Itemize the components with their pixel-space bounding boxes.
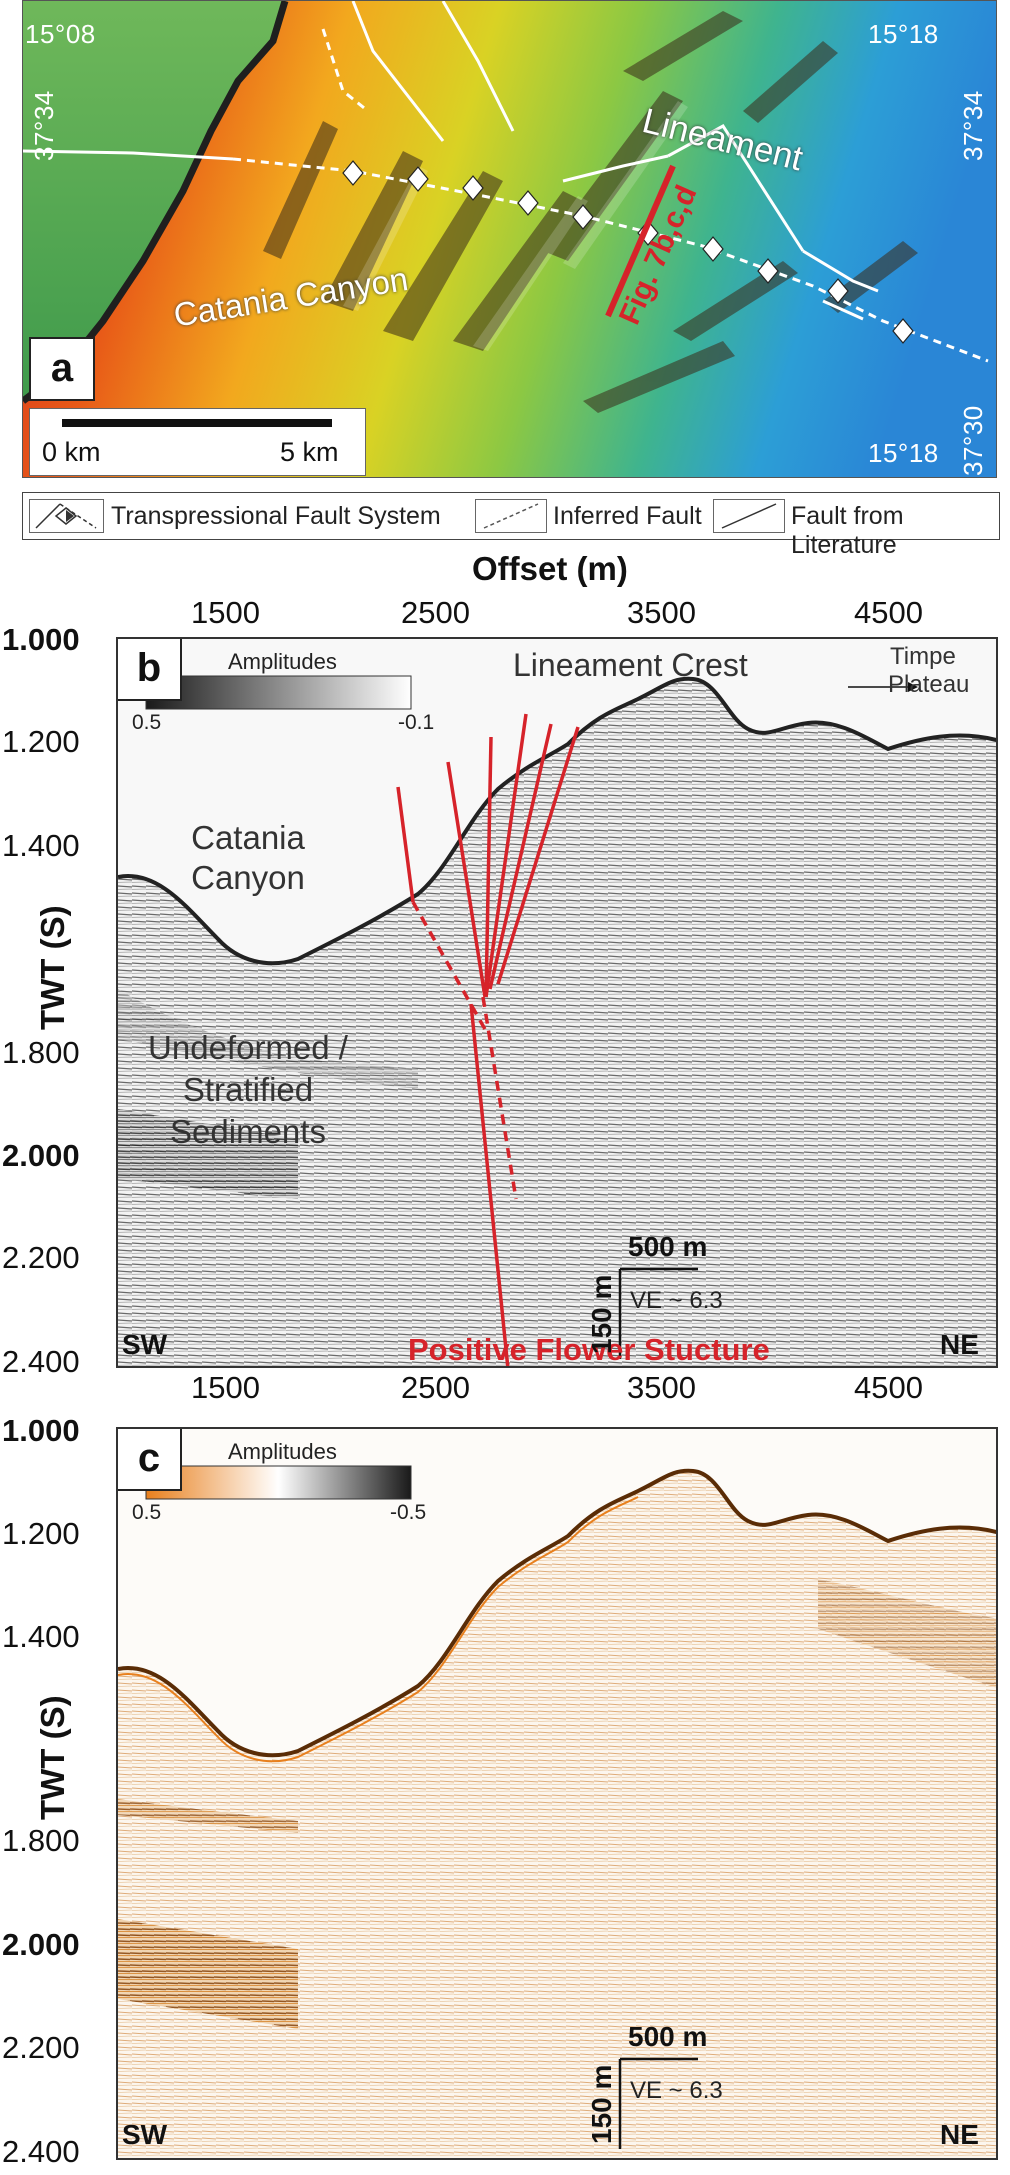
b-x-tick-1500: 1500 [191,595,260,630]
c-y-tick-2200: 2.200 [2,2030,80,2065]
seismic-section-b: b Amplitudes 0.5 -0.1 Lineament Crest Ti… [116,637,998,1368]
b-y-tick-1000: 1.000 [2,622,80,657]
c-colorbar-title: Amplitudes [228,1439,337,1464]
legend-item-literature: Fault from Literature [791,502,904,559]
legend-item-transpressional: Transpressional Fault System [111,502,441,530]
legend-item-inferred: Inferred Fault [553,502,702,530]
b-y-tick-1800: 1.800 [2,1035,80,1070]
inferred-fault-symbol [475,499,547,533]
offset-axis-title: Offset (m) [472,550,628,587]
b-x-tick-2500: 2500 [401,595,470,630]
sediments-label: Sediments [170,1113,326,1150]
c-y-tick-1200: 1.200 [2,1516,80,1551]
panel-a-letter: a [29,337,95,401]
timpe-label: Timpe [890,643,956,670]
b-scale-h-label: 500 m [628,1231,708,1262]
map-legend: Transpressional Fault System Inferred Fa… [22,492,1000,559]
c-x-tick-3500: 3500 [627,1370,696,1405]
b-sw-label: SW [122,1329,168,1360]
b-x-tick-4500: 4500 [854,595,923,630]
c-colorbar-max: -0.5 [390,1501,427,1524]
coord-top-right-lon: 15°18 [868,19,939,49]
coord-bottom-right-lon: 15°18 [868,438,939,468]
bathymetry-map: 15°08 37°34 15°18 37°34 15°18 37°30 Cata… [22,0,997,478]
b-y-tick-2400: 2.400 [2,1344,80,1379]
literature-fault-symbol [713,499,785,533]
c-colorbar-min: 0.5 [132,1501,162,1524]
b-y-tick-2000: 2.000 [2,1138,80,1173]
c-y-tick-1400: 1.400 [2,1619,80,1654]
c-y-axis-title: TWT (S) [34,1695,71,1820]
c-y-tick-1000: 1.000 [2,1413,80,1448]
c-y-tick-1800: 1.800 [2,1823,80,1858]
b-y-axis-title: TWT (S) [34,905,71,1030]
stratified-label: Stratified [182,1071,314,1108]
c-x-tick-2500: 2500 [401,1370,470,1405]
transpressional-fault-symbol [29,499,104,533]
c-y-tick-2000: 2.000 [2,1927,80,1962]
b-x-tick-3500: 3500 [627,595,696,630]
seismic-c-image [118,1429,996,2158]
b-ve-label: VE ~ 6.3 [630,1287,723,1314]
coord-top-left-lon: 15°08 [25,19,96,49]
c-scale-v-label: 150 m [586,2064,617,2144]
map-relief [23,1,996,477]
b-colorbar-max: -0.1 [398,711,435,734]
c-scale-h-label: 500 m [628,2021,708,2052]
scale-start-label: 0 km [42,437,101,467]
seismic-section-c: c Amplitudes 0.5 -0.5 SW NE 500 m 150 m … [116,1427,998,2160]
panel-b-letter: b [118,639,182,701]
b-y-tick-2200: 2.200 [2,1240,80,1275]
c-x-tick-4500: 4500 [854,1370,923,1405]
plateau-label: Plateau [888,671,970,698]
b-y-tick-1200: 1.200 [2,724,80,759]
b-colorbar-min: 0.5 [132,711,162,734]
scale-end-label: 5 km [280,437,339,467]
undeformed-label: Undeformed / [148,1029,348,1066]
c-sw-label: SW [122,2119,168,2150]
fault-lines [396,713,580,1366]
c-x-tick-1500: 1500 [191,1370,260,1405]
coord-top-left-lat: 37°34 [29,90,59,161]
c-ve-label: VE ~ 6.3 [630,2077,723,2104]
lineament-crest-label: Lineament Crest [513,647,748,683]
scale-bar-line [62,419,332,427]
b-colorbar-title: Amplitudes [228,649,337,674]
panel-c-letter: c [118,1429,182,1491]
c-y-tick-2400: 2.400 [2,2134,80,2169]
catania-label: Catania [191,819,305,856]
canyon-label: Canyon [191,859,305,896]
map-scale-bar: 0 km 5 km [29,408,366,476]
b-ne-label: NE [940,1329,979,1360]
b-scale-v-label: 150 m [586,1274,617,1354]
coord-bottom-right-lat: 37°30 [958,405,988,476]
flower-structure-label: Positive Flower Stucture [408,1332,770,1367]
coord-top-right-lat: 37°34 [958,90,988,161]
c-ne-label: NE [940,2119,979,2150]
seismic-b-image [118,639,996,1366]
b-y-tick-1400: 1.400 [2,828,80,863]
